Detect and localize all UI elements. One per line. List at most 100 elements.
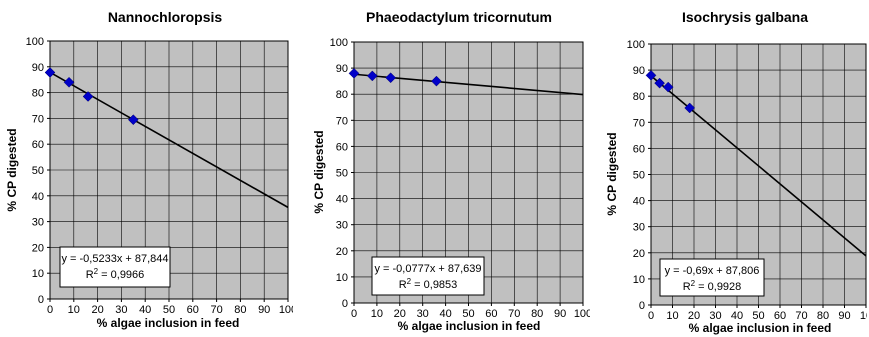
equation-box — [59, 246, 171, 288]
r-squared-exponent: 2 — [407, 277, 412, 286]
x-tick-label: 100 — [574, 308, 590, 320]
x-tick-label: 40 — [439, 308, 451, 320]
y-tick-label: 30 — [32, 217, 44, 229]
plot-border — [49, 40, 289, 300]
x-tick-label: 90 — [258, 304, 270, 316]
r-squared-value: = 0,9966 — [98, 269, 144, 281]
y-tick-label: 80 — [633, 91, 645, 103]
chart-title: Phaeodactylum tricornutum — [366, 9, 552, 25]
data-point — [44, 67, 56, 78]
x-tick-label: 10 — [371, 308, 383, 320]
y-tick-label: 100 — [330, 37, 348, 49]
regression-equation: y = -0,0777x + 87,639 — [374, 263, 481, 275]
x-tick-label: 70 — [210, 304, 222, 316]
y-tick-label: 70 — [336, 115, 348, 127]
x-tick-label: 10 — [860, 310, 867, 322]
data-point — [662, 81, 674, 93]
data-point — [684, 102, 696, 114]
y-tick-label: 0 — [342, 298, 348, 310]
x-tick-label: 30 — [417, 308, 429, 320]
r-squared-value: = 0,9928 — [695, 281, 741, 293]
y-tick-label: 20 — [336, 246, 348, 258]
y-tick-label: 20 — [633, 248, 645, 260]
x-tick-label: 10 — [68, 304, 80, 316]
x-axis-label: % algae inclusion in feed — [398, 319, 541, 333]
y-tick-label: 40 — [336, 194, 348, 206]
r-squared: R2 = 0,9853 — [399, 277, 458, 291]
x-tick-label: 20 — [394, 308, 406, 320]
x-tick-label: 0 — [47, 304, 53, 316]
x-tick-label: 0 — [648, 310, 654, 322]
y-tick-label: 90 — [633, 65, 645, 77]
x-tick-label: 20 — [688, 310, 700, 322]
r-squared: R2 = 0,9928 — [683, 279, 742, 293]
data-point — [654, 77, 665, 89]
equation-box — [659, 258, 765, 297]
y-tick-label: 30 — [633, 222, 645, 234]
regression-equation: y = -0,5233x + 87,844 — [61, 253, 168, 265]
x-tick-label: 50 — [462, 308, 474, 320]
data-point — [348, 67, 360, 79]
x-tick-label: 60 — [187, 304, 199, 316]
x-tick-label: 40 — [731, 310, 743, 322]
x-tick-label: 50 — [163, 304, 175, 316]
y-tick-label: 10 — [633, 274, 645, 286]
y-tick-label: 40 — [633, 196, 645, 208]
r-squared: R2 = 0,9966 — [86, 267, 145, 281]
x-tick-label: 70 — [508, 308, 520, 320]
chart-panel-isochrysis: Isochrysis galbana0102030405060708090100… — [594, 2, 867, 335]
equation-box — [371, 256, 485, 296]
chart-panel-phaeodactylum: Phaeodactylum tricornutum 0 10 20 30 40 50 60 70… — [297, 2, 590, 335]
y-tick-label: 0 — [639, 300, 645, 312]
x-tick-label: 100 — [279, 304, 293, 316]
y-axis-label: % CP digested — [312, 130, 326, 213]
y-tick-label: 50 — [633, 170, 645, 182]
y-tick-label: 50 — [32, 165, 44, 177]
data-point — [385, 72, 396, 84]
plot-border — [353, 41, 584, 304]
x-tick-label: 30 — [709, 310, 721, 322]
data-point — [431, 75, 442, 87]
x-tick-label: 0 — [351, 308, 357, 320]
r-squared-symbol: R — [86, 269, 94, 281]
data-point — [63, 76, 75, 88]
x-tick-label: 60 — [485, 308, 497, 320]
chart-title: Isochrysis galbana — [682, 9, 808, 25]
r-squared-exponent: 2 — [691, 279, 696, 288]
y-tick-label: 10 — [32, 268, 44, 280]
data-point — [645, 69, 657, 81]
r-squared-symbol: R — [399, 279, 407, 291]
x-tick-label: 80 — [531, 308, 543, 320]
r-squared-symbol: R — [683, 281, 691, 293]
x-axis-label: % algae inclusion in feed — [97, 316, 240, 330]
y-tick-label: 100 — [26, 36, 44, 48]
r-squared-exponent: 2 — [94, 267, 99, 276]
y-tick-label: 60 — [32, 139, 44, 151]
x-tick-label: 40 — [139, 304, 151, 316]
chart-title: Nannochloropsis — [108, 9, 223, 25]
x-tick-label: 10 — [666, 310, 678, 322]
y-tick-label: 0 — [38, 294, 44, 306]
y-tick-label: 80 — [336, 89, 348, 101]
chart-panel-nannochloropsis: Nannochloropsis 0 10 20 30 40 50 60 70 80 90 100 0 10… — [0, 2, 293, 335]
y-axis-label: % CP digested — [605, 132, 619, 215]
r-squared-value: = 0,9853 — [411, 279, 457, 291]
y-tick-label: 80 — [32, 88, 44, 100]
y-tick-label: 40 — [32, 191, 44, 203]
y-tick-label: 50 — [336, 168, 348, 180]
y-tick-label: 60 — [336, 141, 348, 153]
data-point — [82, 91, 94, 102]
x-tick-label: 30 — [115, 304, 127, 316]
y-tick-label: 20 — [32, 242, 44, 254]
x-axis-label: % algae inclusion in feed — [689, 321, 832, 335]
x-tick-label: 80 — [817, 310, 829, 322]
y-tick-label: 70 — [633, 117, 645, 129]
y-tick-label: 30 — [336, 220, 348, 232]
regression-equation: y = -0,69x + 87,806 — [665, 265, 760, 277]
y-tick-label: 100 — [627, 39, 645, 51]
y-tick-label: 60 — [633, 143, 645, 155]
x-tick-label: 70 — [795, 310, 807, 322]
y-tick-label: 10 — [336, 272, 348, 284]
x-tick-label: 60 — [774, 310, 786, 322]
chart-svg: Nannochloropsis 0 10 20 30 40 50 60 70 80 90 100 0 10… — [5, 9, 293, 330]
